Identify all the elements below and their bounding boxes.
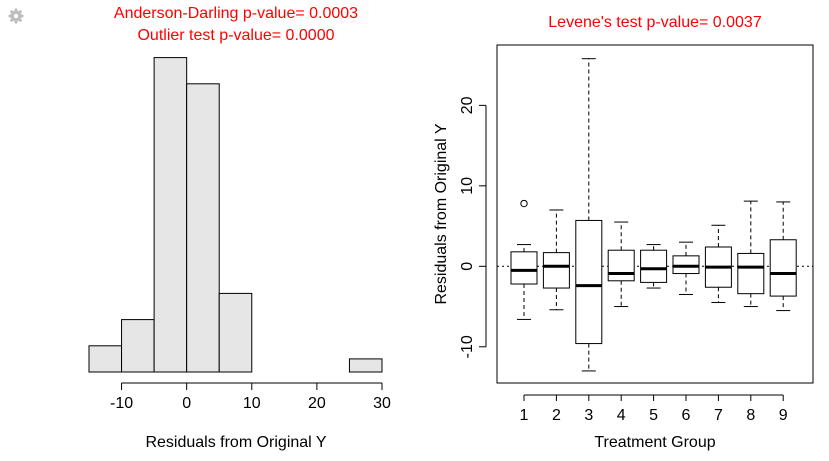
- boxplot-box: [510, 251, 538, 285]
- boxplot-box: [737, 252, 765, 295]
- boxplot-x-tick-label: 5: [649, 407, 658, 424]
- gear-icon[interactable]: [8, 8, 24, 24]
- histogram-x-tick-label: 10: [243, 395, 261, 412]
- boxplot-box: [542, 252, 570, 289]
- boxplot-box: [672, 255, 700, 275]
- boxplot-x-axis-label: Treatment Group: [594, 434, 715, 451]
- histogram-x-tick-label: 0: [182, 395, 191, 412]
- histogram-bar: [153, 57, 188, 373]
- boxplot-x-tick-label: 6: [682, 407, 691, 424]
- boxplot-chart: Levene's test p-value= 0.0037 -10 0 10 20 1…: [433, 14, 814, 451]
- boxplot-x-tick-label: 8: [746, 407, 755, 424]
- histogram-title-line-2: Outlier test p-value= 0.0000: [137, 27, 334, 44]
- boxplot-outlier-point: [520, 199, 528, 208]
- histogram-x-axis-label: Residuals from Original Y: [145, 434, 326, 451]
- boxplot-y-tick-label: -10: [459, 335, 476, 358]
- boxplot-box: [607, 249, 635, 282]
- boxplot-x-tick-label: 3: [584, 407, 593, 424]
- histogram-bar: [88, 345, 123, 373]
- histogram-bar: [186, 83, 220, 373]
- boxplot-y-tick-label: 0: [459, 262, 476, 271]
- histogram-bar: [121, 319, 155, 373]
- boxplot-x-tick-label: 7: [714, 407, 723, 424]
- boxplot-x-tick-label: 9: [779, 407, 788, 424]
- histogram-bar: [218, 292, 253, 373]
- boxplot-y-tick-label: 20: [459, 96, 476, 114]
- boxplot-box: [769, 239, 797, 297]
- boxplot-box: [640, 249, 668, 283]
- boxplot-x-tick-label: 2: [552, 407, 561, 424]
- boxplot-x-tick-label: 1: [520, 407, 529, 424]
- boxplot-box: [575, 219, 603, 345]
- histogram-x-tick-label: -10: [110, 395, 133, 412]
- histogram-chart: Anderson-Darling p-value= 0.0003 Outlier…: [88, 5, 391, 451]
- boxplot-title: Levene's test p-value= 0.0037: [548, 14, 762, 31]
- boxplot-frame: [496, 44, 814, 384]
- boxplot-x-tick-label: 4: [617, 407, 626, 424]
- histogram-title-line-1: Anderson-Darling p-value= 0.0003: [114, 5, 358, 22]
- histogram-bar: [348, 358, 383, 373]
- boxplot-y-tick-label: 10: [459, 177, 476, 195]
- histogram-x-tick-label: 20: [308, 395, 326, 412]
- histogram-x-tick-label: 30: [373, 395, 391, 412]
- boxplot-y-axis-label: Residuals from Original Y: [433, 123, 450, 304]
